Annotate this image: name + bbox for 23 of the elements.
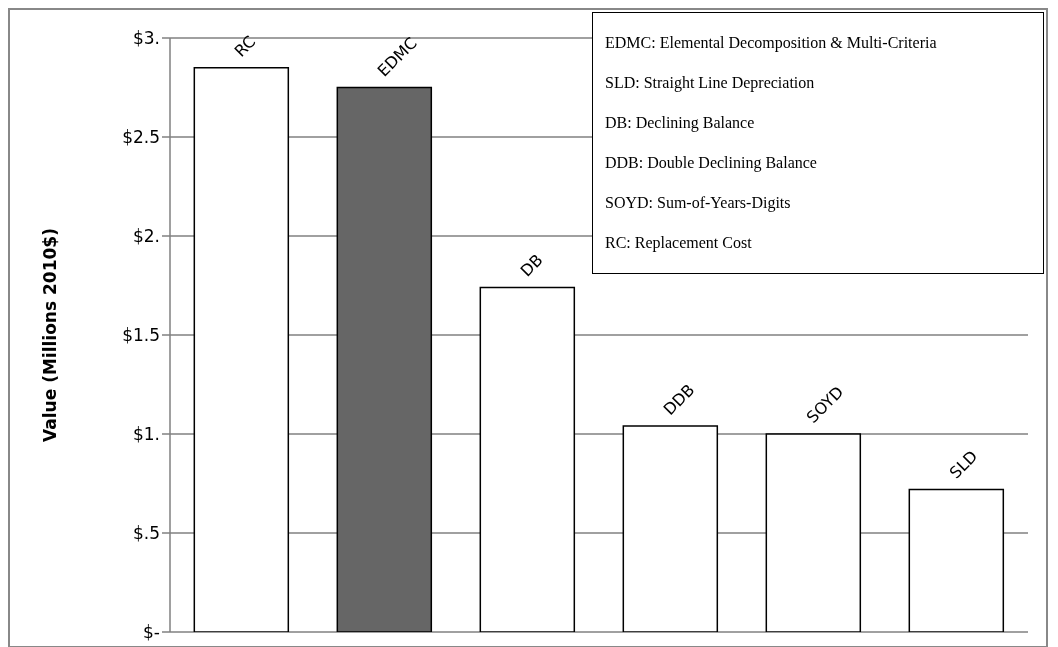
annotation: EDMC: Elemental Decomposition & Multi-Criteria [605,33,938,54]
bar [765,433,862,632]
bar [622,425,719,632]
y-tick-label: $.5 [132,523,160,544]
x-tick-label: RC [230,31,260,61]
y-axis-title: Value (Millions 2010$) [40,228,61,442]
y-tick-label: $1. [132,424,160,445]
x-tick-label: SLD [945,446,982,483]
annotation: DDB: Double Declining Balance [605,153,818,174]
bar [336,86,433,632]
y-tick-label: $1.5 [122,325,160,346]
bar [479,286,576,632]
annotation: SOYD: Sum-of-Years-Digits [605,193,792,214]
y-tick-label: $3. [132,28,160,49]
y-tick-label: $2. [132,226,160,247]
bar [193,66,290,632]
bar [908,488,1005,632]
annotation: SLD: Straight Line Depreciation [605,73,816,94]
annotation: RC: Replacement Cost [605,233,753,254]
y-tick-label: $2.5 [122,127,160,148]
x-tick-label: DB [516,250,547,281]
annotation: DB: Declining Balance [605,113,756,134]
y-tick-label: $- [143,622,160,643]
